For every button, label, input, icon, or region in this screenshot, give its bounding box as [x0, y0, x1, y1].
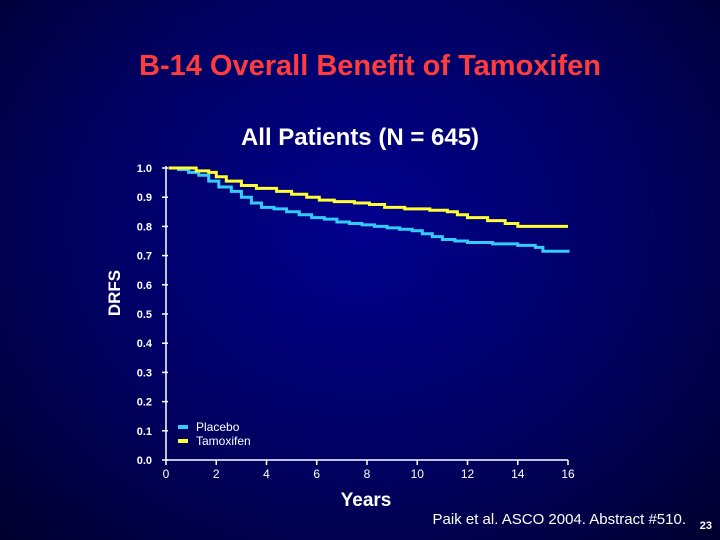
y-tick-label: 0.3: [137, 367, 152, 379]
x-tick-label: 16: [561, 467, 575, 481]
x-tick-label: 10: [411, 467, 425, 481]
x-tick-label: 2: [213, 467, 220, 481]
y-tick-label: 0.0: [137, 455, 152, 467]
page-number: 23: [699, 520, 712, 532]
x-tick-label: 0: [163, 467, 170, 481]
x-axis-label: Years: [341, 490, 392, 511]
x-tick-label: 12: [461, 467, 475, 481]
x-tick-label: 14: [511, 467, 525, 481]
chart-axes: 0.0 0.1 0.2 0.3 0.4 0.5 0.6 0.7 0.8 0.9 1.0 0 2 4 6 8 10…: [105, 163, 575, 511]
y-tick-label: 0.4: [137, 338, 153, 350]
slide-title: B-14 Overall Benefit of Tamoxifen: [139, 50, 601, 82]
x-tick-label: 8: [364, 467, 371, 481]
citation: Paik et al. ASCO 2004. Abstract #510.: [432, 511, 686, 528]
y-tick-label: 0.6: [137, 280, 152, 292]
chart-title: All Patients (N = 645): [240, 124, 480, 151]
legend-label-placebo: Placebo: [196, 420, 240, 434]
y-tick-label: 1.0: [137, 163, 152, 175]
y-tick-label: 0.5: [137, 309, 152, 321]
series-layer: [168, 166, 570, 253]
y-tick-label: 0.1: [137, 426, 152, 438]
series-line-tamoxifen: [168, 166, 568, 228]
series-line-placebo: [168, 166, 570, 253]
y-tick-label: 0.9: [137, 192, 152, 204]
x-tick-label: 4: [263, 467, 270, 481]
y-tick-label: 0.2: [137, 397, 152, 409]
y-axis-label: DRFS: [105, 270, 124, 316]
x-tick-label: 6: [313, 467, 320, 481]
y-tick-label: 0.8: [137, 221, 152, 233]
y-tick-label: 0.7: [137, 251, 152, 263]
legend-label-tamoxifen: Tamoxifen: [196, 434, 251, 448]
